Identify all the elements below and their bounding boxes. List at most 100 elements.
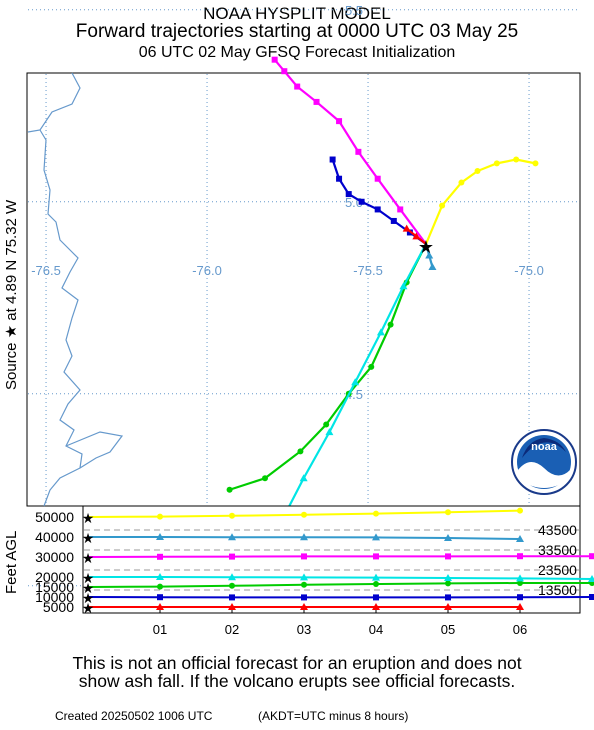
trajectory-marker (376, 328, 385, 336)
height-right-tick-label: 43500 (538, 522, 577, 538)
trajectory-marker (157, 583, 163, 590)
trajectory-marker (474, 168, 481, 175)
height-frame (82, 505, 581, 614)
source-star-height: ★ (82, 571, 95, 587)
timezone-note: (AKDT=UTC minus 8 hours) (258, 709, 409, 723)
trajectory-marker (229, 553, 235, 560)
trajectory-marker (516, 535, 524, 542)
trajectory-marker (589, 594, 594, 600)
trajectory-marker (157, 513, 163, 520)
height-trajectory-line (88, 576, 593, 580)
height-axis-label: Feet AGL (3, 531, 20, 594)
trajectory-marker (297, 448, 304, 455)
coastline (27, 72, 124, 507)
noaa-logo: noaa (511, 429, 577, 495)
trajectory-marker (493, 160, 500, 167)
trajectory-marker (532, 160, 539, 167)
time-tick-label: 02 (225, 622, 239, 637)
source-star-height: ★ (82, 591, 95, 607)
trajectory-marker (374, 175, 381, 182)
trajectory-marker (513, 156, 520, 163)
trajectory-marker (281, 68, 288, 75)
source-location-label: Source ★ at 4.89 N 75.32 W (3, 199, 20, 390)
trajectory-marker (445, 580, 451, 587)
source-star-map: ★ (418, 237, 434, 258)
trajectory-marker (157, 553, 163, 560)
trajectory-marker (444, 603, 452, 610)
trajectory-marker (228, 533, 236, 541)
height-tick-label: 15000 (35, 579, 74, 595)
trajectory-marker (271, 56, 278, 63)
trajectory-marker (372, 533, 380, 541)
trajectory-marker (156, 573, 164, 580)
trajectory-marker (156, 533, 164, 540)
trajectory-marker (156, 603, 164, 610)
height-tick-label: 5000 (43, 599, 74, 615)
trajectory-marker (358, 198, 365, 205)
created-timestamp: Created 20250502 1006 UTC (55, 709, 213, 723)
trajectory-marker (516, 574, 524, 582)
trajectory-marker (329, 156, 336, 163)
trajectory-marker (445, 594, 451, 601)
trajectory-marker (299, 474, 308, 482)
time-tick-label: 04 (369, 622, 383, 637)
trajectory-marker (313, 98, 320, 105)
height-tick-label: 30000 (35, 549, 74, 565)
source-star-height: ★ (82, 531, 95, 547)
time-tick-label: 01 (153, 622, 167, 637)
trajectory-marker (325, 428, 334, 436)
trajectory-marker (589, 553, 594, 560)
source-star-height: ★ (82, 511, 95, 527)
trajectory-marker (262, 475, 268, 482)
trajectory-marker (439, 202, 446, 209)
noaa-logo-text: noaa (531, 441, 558, 453)
height-trajectory-layer: ★★★★★★★ (82, 507, 594, 617)
disclaimer-line-1: This is not an official forecast for an … (72, 653, 522, 673)
trajectory-marker (444, 574, 452, 581)
trajectory-marker (412, 232, 421, 240)
trajectory-marker (228, 603, 236, 610)
trajectory-marker (372, 603, 380, 610)
trajectory-marker (226, 486, 233, 493)
trajectory-marker (517, 507, 523, 514)
trajectory-marker (517, 580, 523, 586)
trajectory-marker (323, 421, 330, 428)
trajectory-marker (300, 533, 308, 541)
trajectory-marker (301, 594, 307, 601)
height-right-tick-label: 23500 (538, 562, 577, 578)
trajectory-marker (300, 603, 308, 610)
source-star-height: ★ (82, 581, 95, 597)
trajectory-marker (351, 378, 360, 386)
trajectory-marker (294, 83, 301, 90)
trajectory-marker (373, 594, 379, 601)
trajectory-marker (229, 582, 235, 589)
trajectory-marker (390, 217, 397, 224)
map-panel: -77.5-77.0-76.5-76.0-75.5-75.0-74.55.55.… (26, 3, 581, 594)
lat-tick-label: 5.0 (345, 195, 363, 210)
trajectory-marker (345, 191, 352, 198)
trajectory-marker (517, 553, 523, 560)
lon-tick-label: -76.5 (31, 263, 61, 278)
lon-tick-label: -76.0 (192, 263, 222, 278)
disclaimer-line-2: show ash fall. If the volcano erupts see… (78, 671, 516, 691)
trajectory-marker (373, 553, 379, 560)
trajectory-marker (373, 581, 379, 587)
trajectory-marker (300, 573, 308, 581)
lon-tick-label: -75.5 (353, 263, 383, 278)
height-tick-label: 40000 (35, 529, 74, 545)
height-tick-label: 50000 (35, 509, 74, 525)
trajectory-marker (517, 594, 523, 601)
height-tick-label: 10000 (35, 589, 74, 605)
height-tick-label: 20000 (35, 569, 74, 585)
time-tick-label: 06 (513, 622, 527, 637)
trajectory-marker (516, 603, 524, 610)
lat-tick-label: 5.5 (345, 3, 363, 18)
trajectory-marker (397, 206, 404, 213)
trajectory-marker (301, 581, 307, 588)
trajectory-marker (336, 118, 343, 125)
trajectory-marker (228, 573, 236, 581)
trajectory-marker (301, 553, 307, 560)
